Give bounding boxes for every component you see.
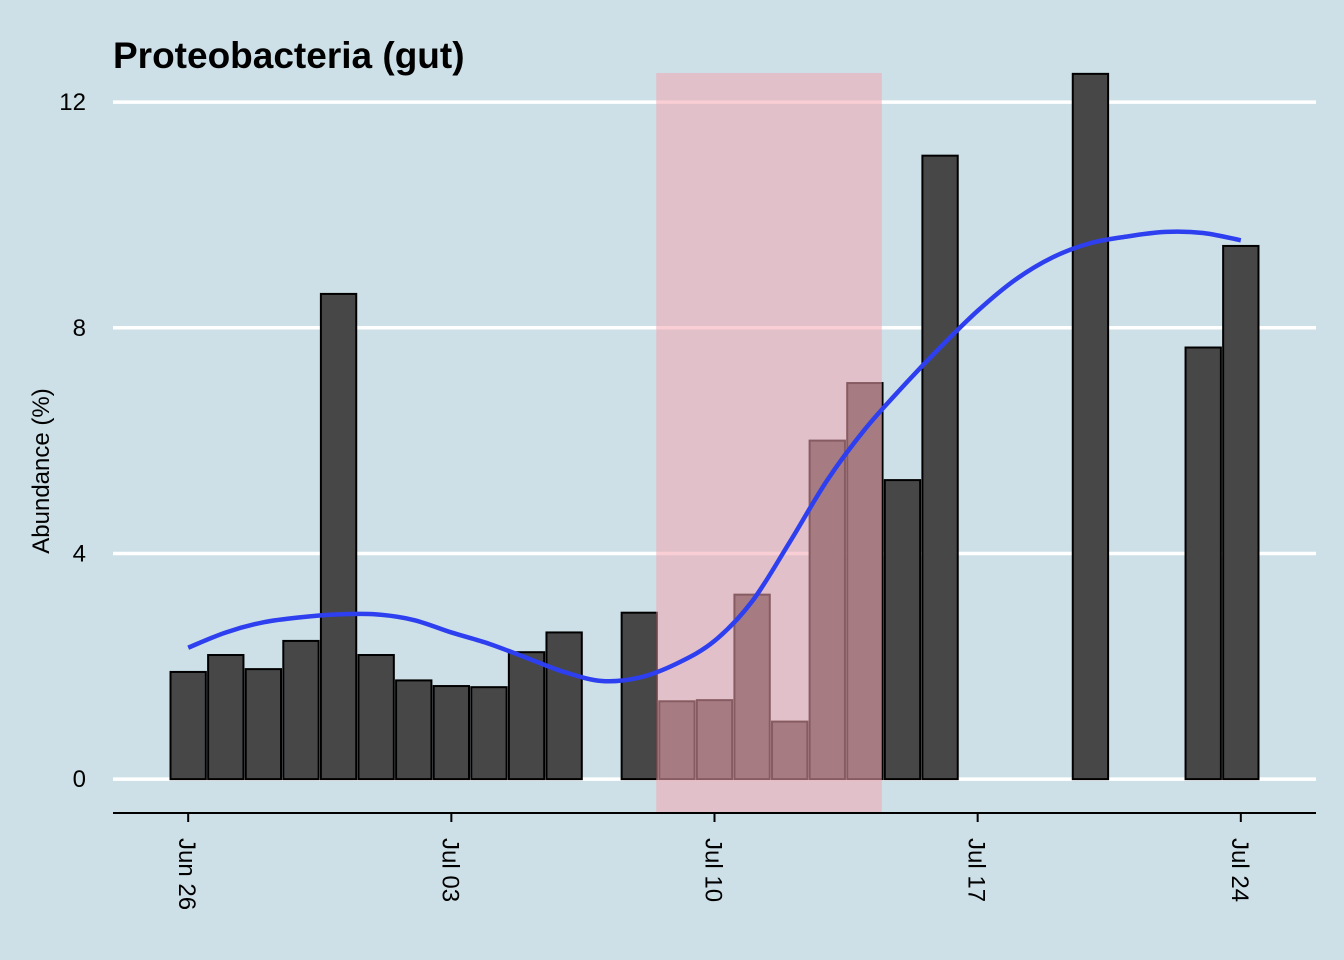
chart-title: Proteobacteria (gut) — [113, 35, 465, 76]
bar — [921, 154, 959, 781]
x-axis: Jun 26 Jul 03 Jul 10 Jul 17 Jul 24 — [113, 812, 1316, 910]
bar — [620, 611, 658, 781]
x-tick-label: Jul 10 — [700, 838, 727, 902]
y-axis-ticks: 0 4 8 12 — [59, 89, 86, 793]
bar — [883, 479, 922, 781]
x-tick-label: Jul 03 — [436, 838, 463, 902]
bar — [545, 631, 583, 781]
y-tick-label: 8 — [73, 315, 86, 342]
bar — [432, 685, 471, 781]
y-tick-label: 12 — [59, 89, 86, 116]
bar — [1222, 244, 1260, 781]
bar — [470, 686, 508, 781]
bar — [169, 670, 207, 781]
bar — [244, 668, 283, 781]
highlight-region-group — [656, 73, 882, 813]
y-tick-label: 0 — [73, 766, 86, 793]
x-tick-label: Jun 26 — [173, 838, 200, 910]
y-axis-label: Abundance (%) — [28, 388, 55, 553]
bar — [395, 679, 433, 781]
bar — [282, 639, 320, 781]
bar — [1184, 346, 1222, 781]
x-tick-label: Jul 17 — [963, 838, 990, 902]
bar — [319, 292, 358, 781]
bar — [357, 654, 395, 781]
smooth-line-group — [187, 229, 1242, 684]
highlight-region — [656, 73, 882, 813]
y-tick-label: 4 — [73, 540, 86, 567]
bar — [1071, 72, 1110, 781]
bar — [507, 651, 546, 781]
bar — [207, 654, 245, 781]
smooth-line — [187, 229, 1242, 684]
x-tick-label: Jul 24 — [1226, 838, 1253, 902]
